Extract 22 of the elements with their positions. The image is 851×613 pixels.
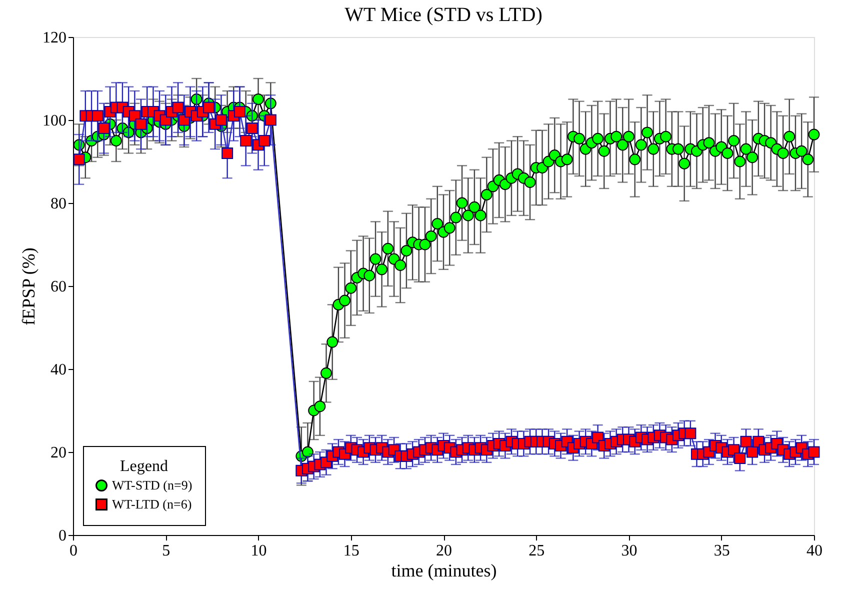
x-tick-label: 10 (250, 542, 267, 560)
x-tick-label: 20 (436, 542, 452, 560)
x-tick-label: 15 (343, 542, 360, 560)
x-tick-label: 25 (528, 542, 545, 560)
legend-label: WT-STD (n=9) (112, 478, 192, 492)
y-tick-label: 80 (50, 196, 66, 212)
y-tick-label: 20 (50, 444, 66, 462)
x-tick-label: 40 (806, 542, 822, 560)
y-tick-label: 0 (58, 528, 66, 544)
y-tick-label: 60 (50, 278, 66, 296)
legend-title: Legend (120, 458, 168, 475)
chart-title: WT Mice (STD vs LTD) (344, 4, 542, 26)
legend-label: WT-LTD (n=6) (112, 496, 192, 512)
y-axis-title: fEPSP (%) (18, 248, 38, 326)
x-tick-label: 30 (621, 542, 638, 560)
x-tick-label: 35 (714, 542, 730, 560)
x-tick-label: 0 (70, 542, 78, 560)
x-axis-title: time (minutes) (391, 560, 497, 580)
y-tick-label: 120 (42, 30, 66, 46)
x-tick-label: 5 (162, 542, 170, 560)
y-tick-label: 100 (42, 112, 66, 130)
y-tick-label: 40 (50, 362, 66, 378)
